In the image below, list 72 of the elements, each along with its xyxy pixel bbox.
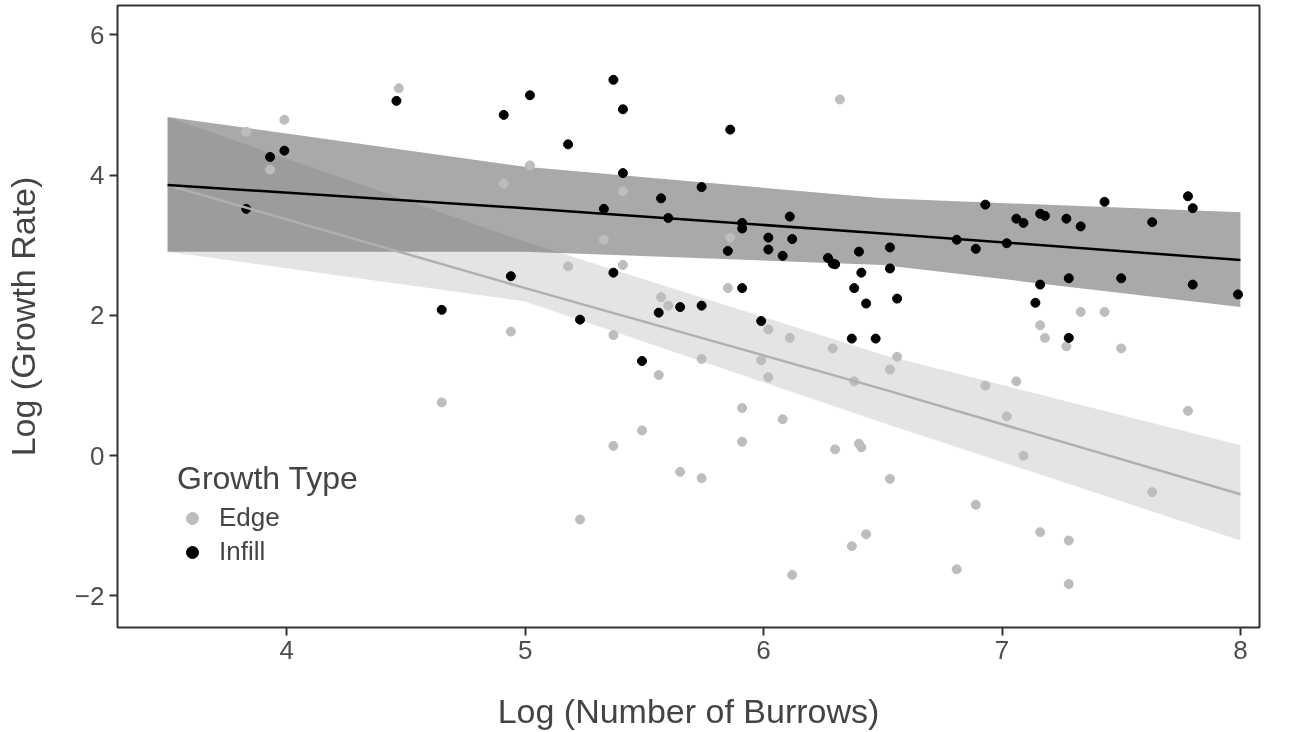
point bbox=[563, 261, 574, 272]
point bbox=[617, 259, 628, 270]
legend-title: Growth Type bbox=[177, 460, 358, 497]
point bbox=[884, 473, 895, 484]
point bbox=[777, 414, 788, 425]
point bbox=[787, 569, 798, 580]
point bbox=[1018, 450, 1029, 461]
point bbox=[756, 355, 767, 366]
point bbox=[846, 541, 857, 552]
point bbox=[861, 529, 872, 540]
point bbox=[1063, 579, 1074, 590]
point bbox=[980, 380, 991, 391]
legend-label: Infill bbox=[219, 536, 266, 567]
point bbox=[436, 397, 447, 408]
point bbox=[1001, 411, 1012, 422]
point bbox=[834, 94, 845, 105]
point bbox=[1075, 306, 1086, 317]
point bbox=[1035, 527, 1046, 538]
point bbox=[241, 126, 252, 137]
point bbox=[265, 164, 276, 175]
x-tick-label: 6 bbox=[756, 634, 771, 665]
point bbox=[675, 466, 686, 477]
point bbox=[637, 425, 648, 436]
point bbox=[1099, 306, 1110, 317]
point bbox=[722, 283, 733, 294]
point bbox=[1035, 320, 1046, 331]
point bbox=[393, 83, 404, 94]
point bbox=[784, 332, 795, 343]
point bbox=[1011, 376, 1022, 387]
x-tick-label: 8 bbox=[1233, 634, 1248, 665]
point bbox=[830, 444, 841, 455]
y-tick-label: 0 bbox=[90, 440, 105, 471]
point bbox=[1061, 341, 1072, 352]
point bbox=[524, 160, 535, 171]
point bbox=[696, 353, 707, 364]
point bbox=[725, 232, 736, 243]
x-tick-label: 5 bbox=[517, 634, 533, 665]
point bbox=[653, 370, 664, 381]
point bbox=[763, 372, 774, 383]
point bbox=[1063, 535, 1074, 546]
point bbox=[884, 364, 895, 375]
point bbox=[827, 343, 838, 354]
y-tick-label: 2 bbox=[90, 300, 105, 331]
y-axis-title: Log (Growth Rate) bbox=[3, 176, 42, 457]
point bbox=[656, 292, 667, 303]
point bbox=[892, 351, 903, 362]
point bbox=[970, 499, 981, 510]
y-tick-label: −2 bbox=[74, 580, 105, 611]
y-tick-label: 4 bbox=[90, 160, 105, 191]
y-tick-label: 6 bbox=[90, 19, 105, 50]
x-tick-label: 7 bbox=[994, 634, 1010, 665]
point bbox=[575, 514, 586, 525]
point bbox=[856, 442, 867, 453]
point bbox=[608, 440, 619, 451]
point bbox=[1182, 405, 1193, 416]
point bbox=[763, 324, 774, 335]
point bbox=[505, 326, 516, 337]
x-tick-label: 4 bbox=[279, 634, 295, 665]
legend-label: Edge bbox=[219, 502, 280, 533]
point bbox=[1147, 487, 1158, 498]
point bbox=[737, 403, 748, 413]
point bbox=[279, 114, 290, 125]
point bbox=[951, 564, 962, 575]
point bbox=[1039, 332, 1050, 343]
point bbox=[696, 473, 707, 484]
x-axis-title: Log (Number of Burrows) bbox=[497, 691, 880, 730]
point bbox=[608, 330, 619, 341]
point bbox=[1116, 343, 1127, 354]
line-series bbox=[166, 183, 1242, 496]
line-series bbox=[166, 183, 1242, 262]
point bbox=[737, 436, 748, 447]
point bbox=[663, 300, 674, 311]
